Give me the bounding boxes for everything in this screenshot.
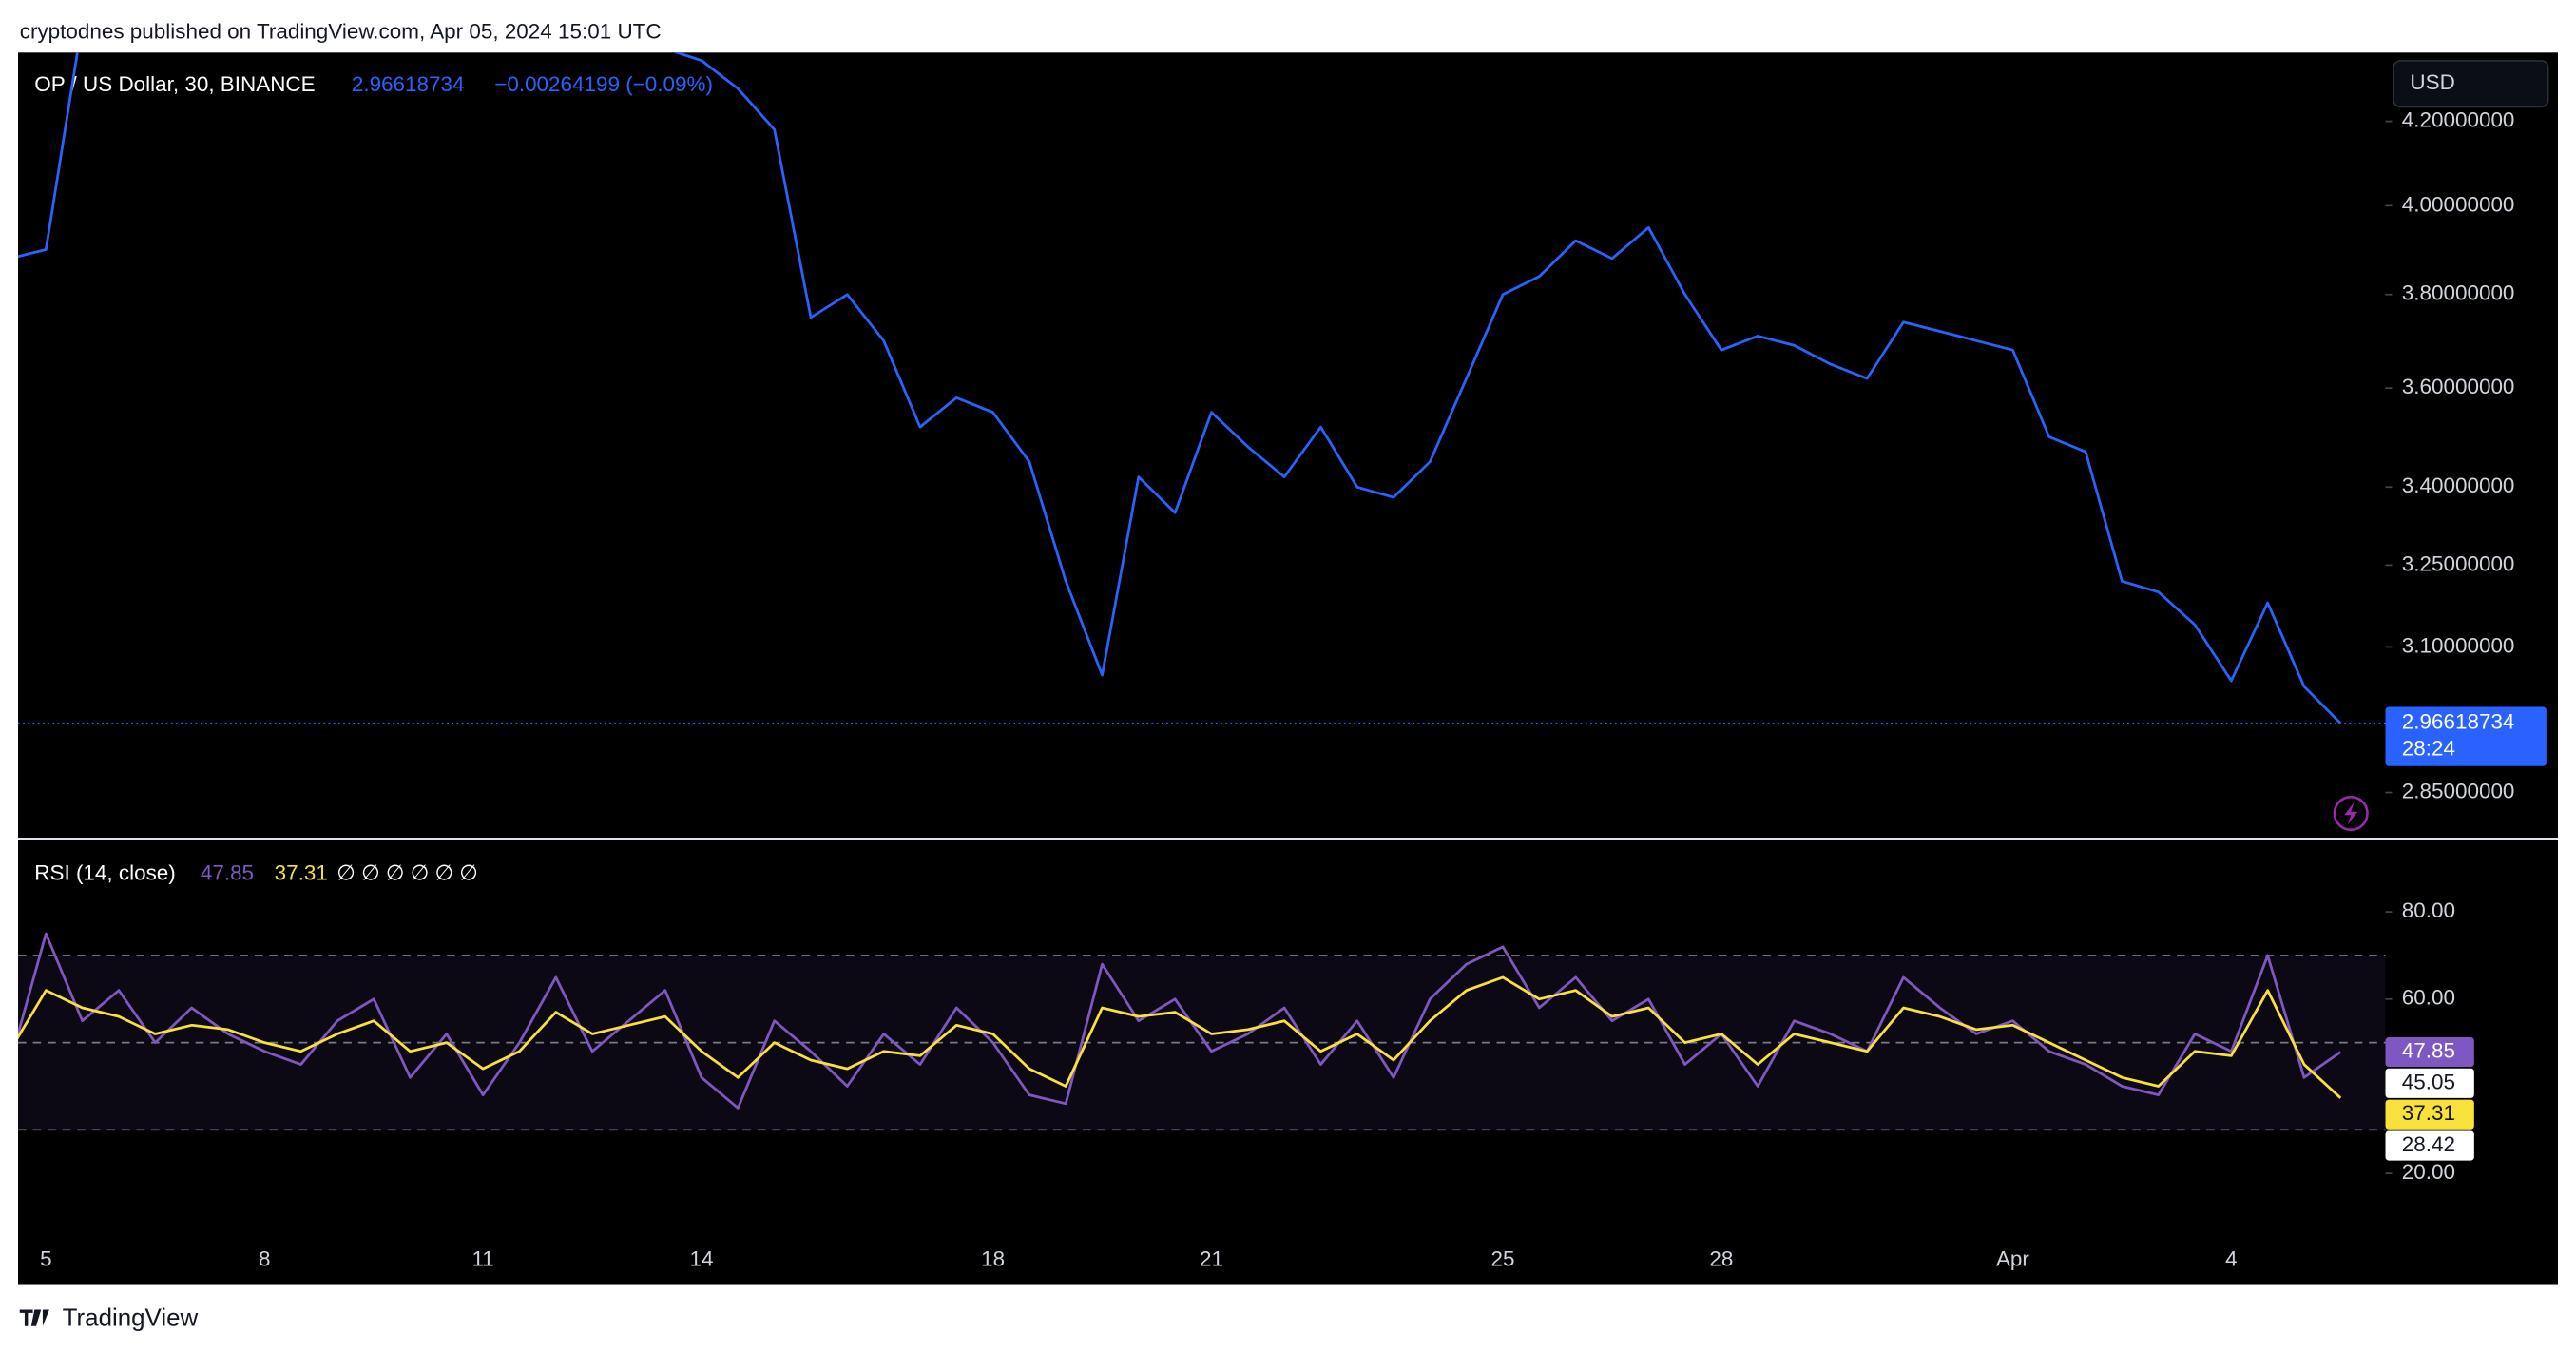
series-line bbox=[18, 52, 2342, 724]
x-tick-label: 18 bbox=[981, 1247, 1005, 1271]
value-tag-label: 47.85 bbox=[2402, 1038, 2455, 1062]
x-tick-label: Apr bbox=[1996, 1247, 2029, 1271]
value-tag bbox=[2385, 1099, 2474, 1130]
footer-brand: TradingView bbox=[63, 1305, 199, 1332]
y-tick-label: 20.00 bbox=[2402, 1160, 2455, 1184]
price-last: 2.96618734 bbox=[352, 72, 465, 96]
y-tick-label: 3.10000000 bbox=[2402, 633, 2515, 657]
price-tag bbox=[2385, 706, 2547, 766]
y-tick-label: 60.00 bbox=[2402, 986, 2455, 1010]
alert-bolt bbox=[2344, 802, 2358, 825]
y-tick-label: 4.00000000 bbox=[2402, 192, 2515, 216]
plot-area bbox=[18, 932, 2386, 1131]
y-tick-label: 80.00 bbox=[2402, 898, 2455, 922]
x-tick-label: 8 bbox=[259, 1247, 271, 1271]
series-line bbox=[18, 932, 2342, 1110]
y-tick-label: 4.20000000 bbox=[2402, 107, 2515, 131]
y-tick-label: 3.25000000 bbox=[2402, 551, 2515, 575]
x-tick-label: 21 bbox=[1200, 1247, 1223, 1271]
value-tag bbox=[2385, 1068, 2474, 1098]
publisher-text: cryptodnes published on TradingView.com,… bbox=[20, 20, 662, 44]
price-change: −0.00264199 (−0.09%) bbox=[494, 72, 713, 96]
x-tick-label: 28 bbox=[1709, 1247, 1733, 1271]
currency-button[interactable] bbox=[2393, 60, 2549, 108]
value-tag bbox=[2385, 1036, 2474, 1068]
x-tick-label: 11 bbox=[471, 1247, 493, 1271]
value-tag bbox=[2385, 1130, 2474, 1161]
rsi-extra-legend: ∅ ∅ ∅ ∅ ∅ ∅ bbox=[336, 860, 478, 884]
tv-logo bbox=[19, 1309, 49, 1326]
y-tick-label: 3.60000000 bbox=[2402, 375, 2515, 398]
rsi-ma-legend-value: 37.31 bbox=[275, 860, 328, 884]
rsi-legend-value: 47.85 bbox=[201, 860, 254, 884]
x-tick-label: 25 bbox=[1491, 1247, 1515, 1271]
value-tag-label: 45.05 bbox=[2402, 1070, 2455, 1093]
x-tick-label: 5 bbox=[40, 1247, 52, 1271]
value-tag-label: 37.31 bbox=[2402, 1101, 2455, 1125]
x-tick-label: 4 bbox=[2225, 1247, 2238, 1271]
x-tick-label: 14 bbox=[690, 1247, 714, 1271]
y-tick-label: 2.85000000 bbox=[2402, 779, 2515, 802]
countdown-label: 28:24 bbox=[2402, 736, 2455, 760]
plot-area bbox=[18, 52, 2342, 724]
value-tag-label: 28.42 bbox=[2402, 1132, 2455, 1156]
currency-label: USD bbox=[2410, 70, 2454, 94]
y-tick-label: 3.40000000 bbox=[2402, 473, 2515, 497]
alert-icon[interactable] bbox=[2333, 795, 2369, 832]
price-title: OP / US Dollar, 30, BINANCE bbox=[34, 72, 315, 96]
series-line bbox=[18, 975, 2342, 1099]
rsi-title: RSI (14, close) bbox=[34, 860, 176, 884]
y-tick-label: 3.80000000 bbox=[2402, 281, 2515, 305]
price-tag-label: 2.96618734 bbox=[2402, 710, 2515, 734]
